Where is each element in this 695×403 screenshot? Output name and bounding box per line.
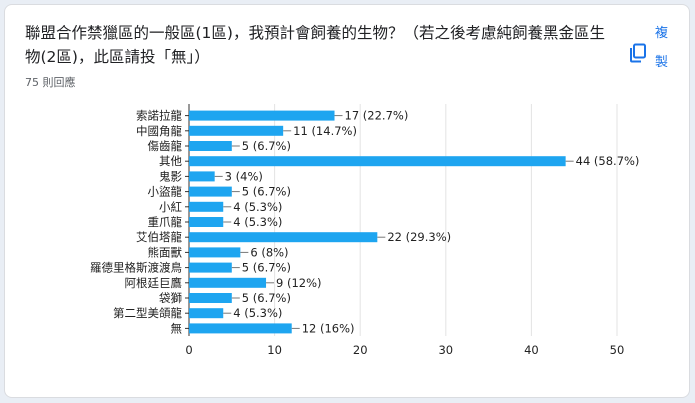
data-label: 11 (14.7%) — [293, 124, 357, 138]
category-label: 小紅 — [159, 200, 182, 214]
bar — [189, 125, 284, 136]
x-tick-label: 10 — [267, 343, 282, 357]
category-label: 鬼影 — [159, 169, 182, 183]
bar — [189, 141, 232, 151]
x-tick-label: 20 — [353, 343, 368, 357]
data-label: 5 (6.7%) — [242, 139, 291, 153]
data-label: 4 (5.3%) — [233, 215, 282, 229]
category-label: 小盜龍 — [148, 185, 183, 199]
x-tick-label: 30 — [438, 343, 453, 357]
bar — [189, 293, 232, 303]
data-label: 44 (58.7%) — [576, 154, 640, 168]
category-label: 袋獅 — [159, 291, 182, 305]
question-card: 聯盟合作禁獵區的一般區(1區)，我預計會飼養的生物？（若之後考慮純飼養黑金區生物… — [4, 4, 690, 398]
bar — [189, 217, 224, 227]
category-label: 阿根廷巨鷹 — [125, 276, 183, 290]
copy-chart-button[interactable]: 複製 — [625, 19, 681, 79]
data-label: 17 (22.7%) — [345, 109, 409, 123]
bar — [189, 262, 232, 273]
category-label: 索諾拉龍 — [136, 109, 182, 123]
bar — [189, 247, 241, 258]
data-label: 5 (6.7%) — [242, 291, 291, 305]
bar — [189, 308, 224, 319]
data-label: 9 (12%) — [276, 276, 322, 290]
category-label: 傷齒龍 — [148, 139, 183, 153]
bar — [189, 156, 566, 167]
bar — [189, 323, 292, 334]
bar — [189, 186, 232, 197]
copy-icon — [630, 43, 646, 63]
x-tick-label: 40 — [524, 343, 539, 357]
data-label: 4 (5.3%) — [233, 200, 282, 214]
x-tick-label: 50 — [610, 343, 625, 357]
data-label: 5 (6.7%) — [242, 185, 291, 199]
bar — [189, 232, 378, 243]
copy-label: 複製 — [655, 26, 669, 70]
data-label: 22 (29.3%) — [387, 230, 451, 244]
category-label: 其他 — [159, 154, 182, 168]
question-title: 聯盟合作禁獵區的一般區(1區)，我預計會飼養的生物？（若之後考慮純飼養黑金區生物… — [25, 24, 605, 66]
category-label: 羅德里格斯渡渡鳥 — [90, 261, 182, 275]
data-label: 12 (16%) — [302, 321, 355, 335]
category-label: 艾伯塔龍 — [136, 230, 182, 244]
category-label: 熊面獸 — [148, 245, 183, 259]
data-label: 3 (4%) — [225, 169, 263, 183]
bar — [189, 201, 224, 212]
data-label: 6 (8%) — [250, 245, 288, 259]
data-label: 5 (6.7%) — [242, 261, 291, 275]
bar — [189, 277, 267, 288]
category-label: 重爪龍 — [148, 215, 183, 229]
category-label: 中國角龍 — [136, 124, 182, 138]
category-label: 第二型美頜龍 — [113, 306, 182, 320]
category-label: 無 — [171, 321, 183, 335]
x-tick-label: 0 — [185, 343, 192, 357]
bar — [189, 171, 215, 182]
data-label: 4 (5.3%) — [233, 306, 282, 320]
bar — [189, 110, 335, 121]
response-count: 75 則回應 — [25, 76, 76, 89]
